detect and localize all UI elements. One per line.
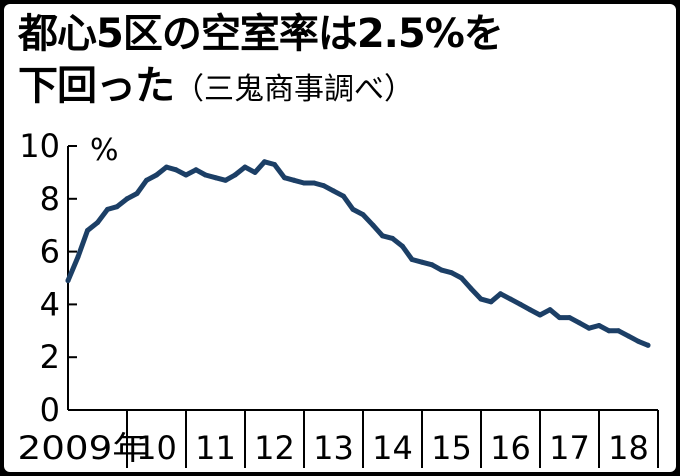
chart-title: 都心5区の空室率は2.5%を [18,10,504,58]
x-tick-label: 13 [313,429,354,467]
chart-frame: 都心5区の空室率は2.5%を 下回った（三鬼商事調べ） 10 8 6 4 2 0% 200… [4,4,676,472]
data-point [508,296,513,302]
data-point [311,180,317,186]
data-point [616,328,621,334]
data-points [65,159,651,348]
axes [67,145,659,468]
data-point [498,291,503,297]
data-point [400,243,405,249]
data-point [105,206,110,212]
data-point [439,267,444,273]
x-tick-label: 11 [195,429,236,467]
y-tick-label: 4 [40,285,60,323]
data-point [183,172,189,178]
x-tick-label: 18 [608,429,649,467]
data-point [645,342,651,348]
data-point [75,254,81,260]
data-point [232,172,238,178]
data-point [65,278,71,284]
source-note: （三鬼商事調べ） [174,72,414,107]
y-tick-label: 2 [40,338,60,376]
data-point [488,299,494,305]
x-tick-label: 14 [372,429,413,467]
x-tick-label: 15 [431,429,472,467]
data-point [134,191,140,196]
data-point [154,172,159,178]
chart-subtitle: 下回った（三鬼商事調べ） [18,62,414,114]
y-tick-label: 6 [40,233,60,271]
x-tick-label: 2009年 [18,429,150,467]
data-point [124,196,130,202]
data-point [252,169,258,175]
y-tick-label: 0 [40,391,60,429]
data-point [282,175,287,181]
data-point [242,164,248,170]
data-point [557,315,562,321]
data-point [380,233,385,239]
y-tick-labels: 10 8 6 4 2 0% [19,127,118,429]
data-point [331,188,336,194]
data-point [291,177,297,183]
data-point [459,275,464,281]
data-point [606,328,612,334]
data-point [537,312,543,318]
data-point [360,212,366,218]
title-line1: 都心5区の空室率は2.5%を [18,11,504,57]
data-point [547,307,553,313]
data-point [203,172,208,178]
data-point [626,333,631,339]
y-tick-label: 8 [40,180,60,218]
data-point [173,167,179,173]
data-point [449,270,454,276]
data-point [301,180,307,186]
data-point [144,177,149,183]
data-point [321,183,326,189]
data-point [429,262,435,268]
data-point [341,193,346,199]
data-point [95,220,100,226]
data-point [478,296,484,302]
data-point [518,301,523,307]
data-point [567,315,572,321]
data-point [350,206,356,212]
data-point [262,159,267,165]
title-line2: 下回った [18,63,175,109]
x-tick-label: 17 [549,429,590,467]
data-point [85,228,90,233]
data-point [390,235,395,241]
data-point [370,222,376,228]
data-point [193,167,199,173]
data-point [409,257,415,262]
data-point [636,338,641,344]
x-tick-label: 12 [254,429,295,467]
data-point [468,286,474,292]
data-point [419,259,425,265]
data-point [272,162,277,167]
x-tick-label: 16 [490,429,531,467]
y-unit-label: % [90,133,119,168]
data-point [114,204,120,210]
y-tick-label: 10 [19,127,60,165]
x-tick-label: 10 [136,429,177,467]
data-point [164,164,169,170]
data-point [596,323,602,328]
data-point [223,177,228,183]
data-point [527,307,533,313]
data-point [577,320,582,326]
data-point [586,325,592,331]
data-point [213,175,218,181]
